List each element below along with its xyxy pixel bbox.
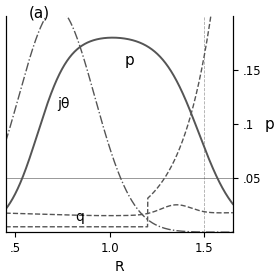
Text: p: p (125, 53, 135, 68)
X-axis label: R: R (115, 260, 124, 274)
Text: q: q (76, 210, 85, 224)
Text: jθ: jθ (57, 97, 69, 111)
Y-axis label: p: p (265, 117, 274, 132)
Text: (a): (a) (28, 6, 49, 20)
